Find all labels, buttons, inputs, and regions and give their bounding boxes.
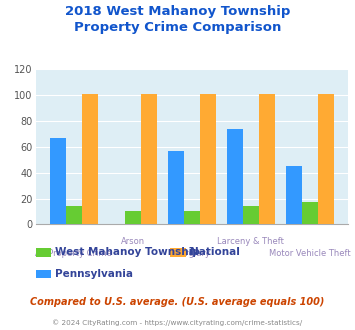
Bar — [227, 129, 243, 224]
Bar — [286, 166, 302, 224]
Text: National: National — [190, 248, 240, 257]
Bar — [318, 94, 334, 224]
Text: Burglary: Burglary — [174, 249, 210, 258]
Text: Arson: Arson — [121, 237, 145, 246]
Text: Compared to U.S. average. (U.S. average equals 100): Compared to U.S. average. (U.S. average … — [30, 297, 325, 307]
Text: 2018 West Mahanoy Township
Property Crime Comparison: 2018 West Mahanoy Township Property Crim… — [65, 5, 290, 34]
Bar — [141, 94, 157, 224]
Bar — [168, 151, 184, 224]
Bar — [200, 94, 215, 224]
Text: Pennsylvania: Pennsylvania — [55, 269, 133, 279]
Text: © 2024 CityRating.com - https://www.cityrating.com/crime-statistics/: © 2024 CityRating.com - https://www.city… — [53, 319, 302, 326]
Text: All Property Crime: All Property Crime — [35, 249, 112, 258]
Bar — [66, 206, 82, 224]
Bar — [302, 202, 318, 224]
Text: Motor Vehicle Theft: Motor Vehicle Theft — [269, 249, 351, 258]
Bar — [243, 206, 259, 224]
Text: West Mahanoy Township: West Mahanoy Township — [55, 248, 200, 257]
Bar — [125, 212, 141, 224]
Text: Larceny & Theft: Larceny & Theft — [217, 237, 284, 246]
Bar — [82, 94, 98, 224]
Bar — [259, 94, 275, 224]
Bar — [184, 212, 200, 224]
Bar — [50, 138, 66, 224]
